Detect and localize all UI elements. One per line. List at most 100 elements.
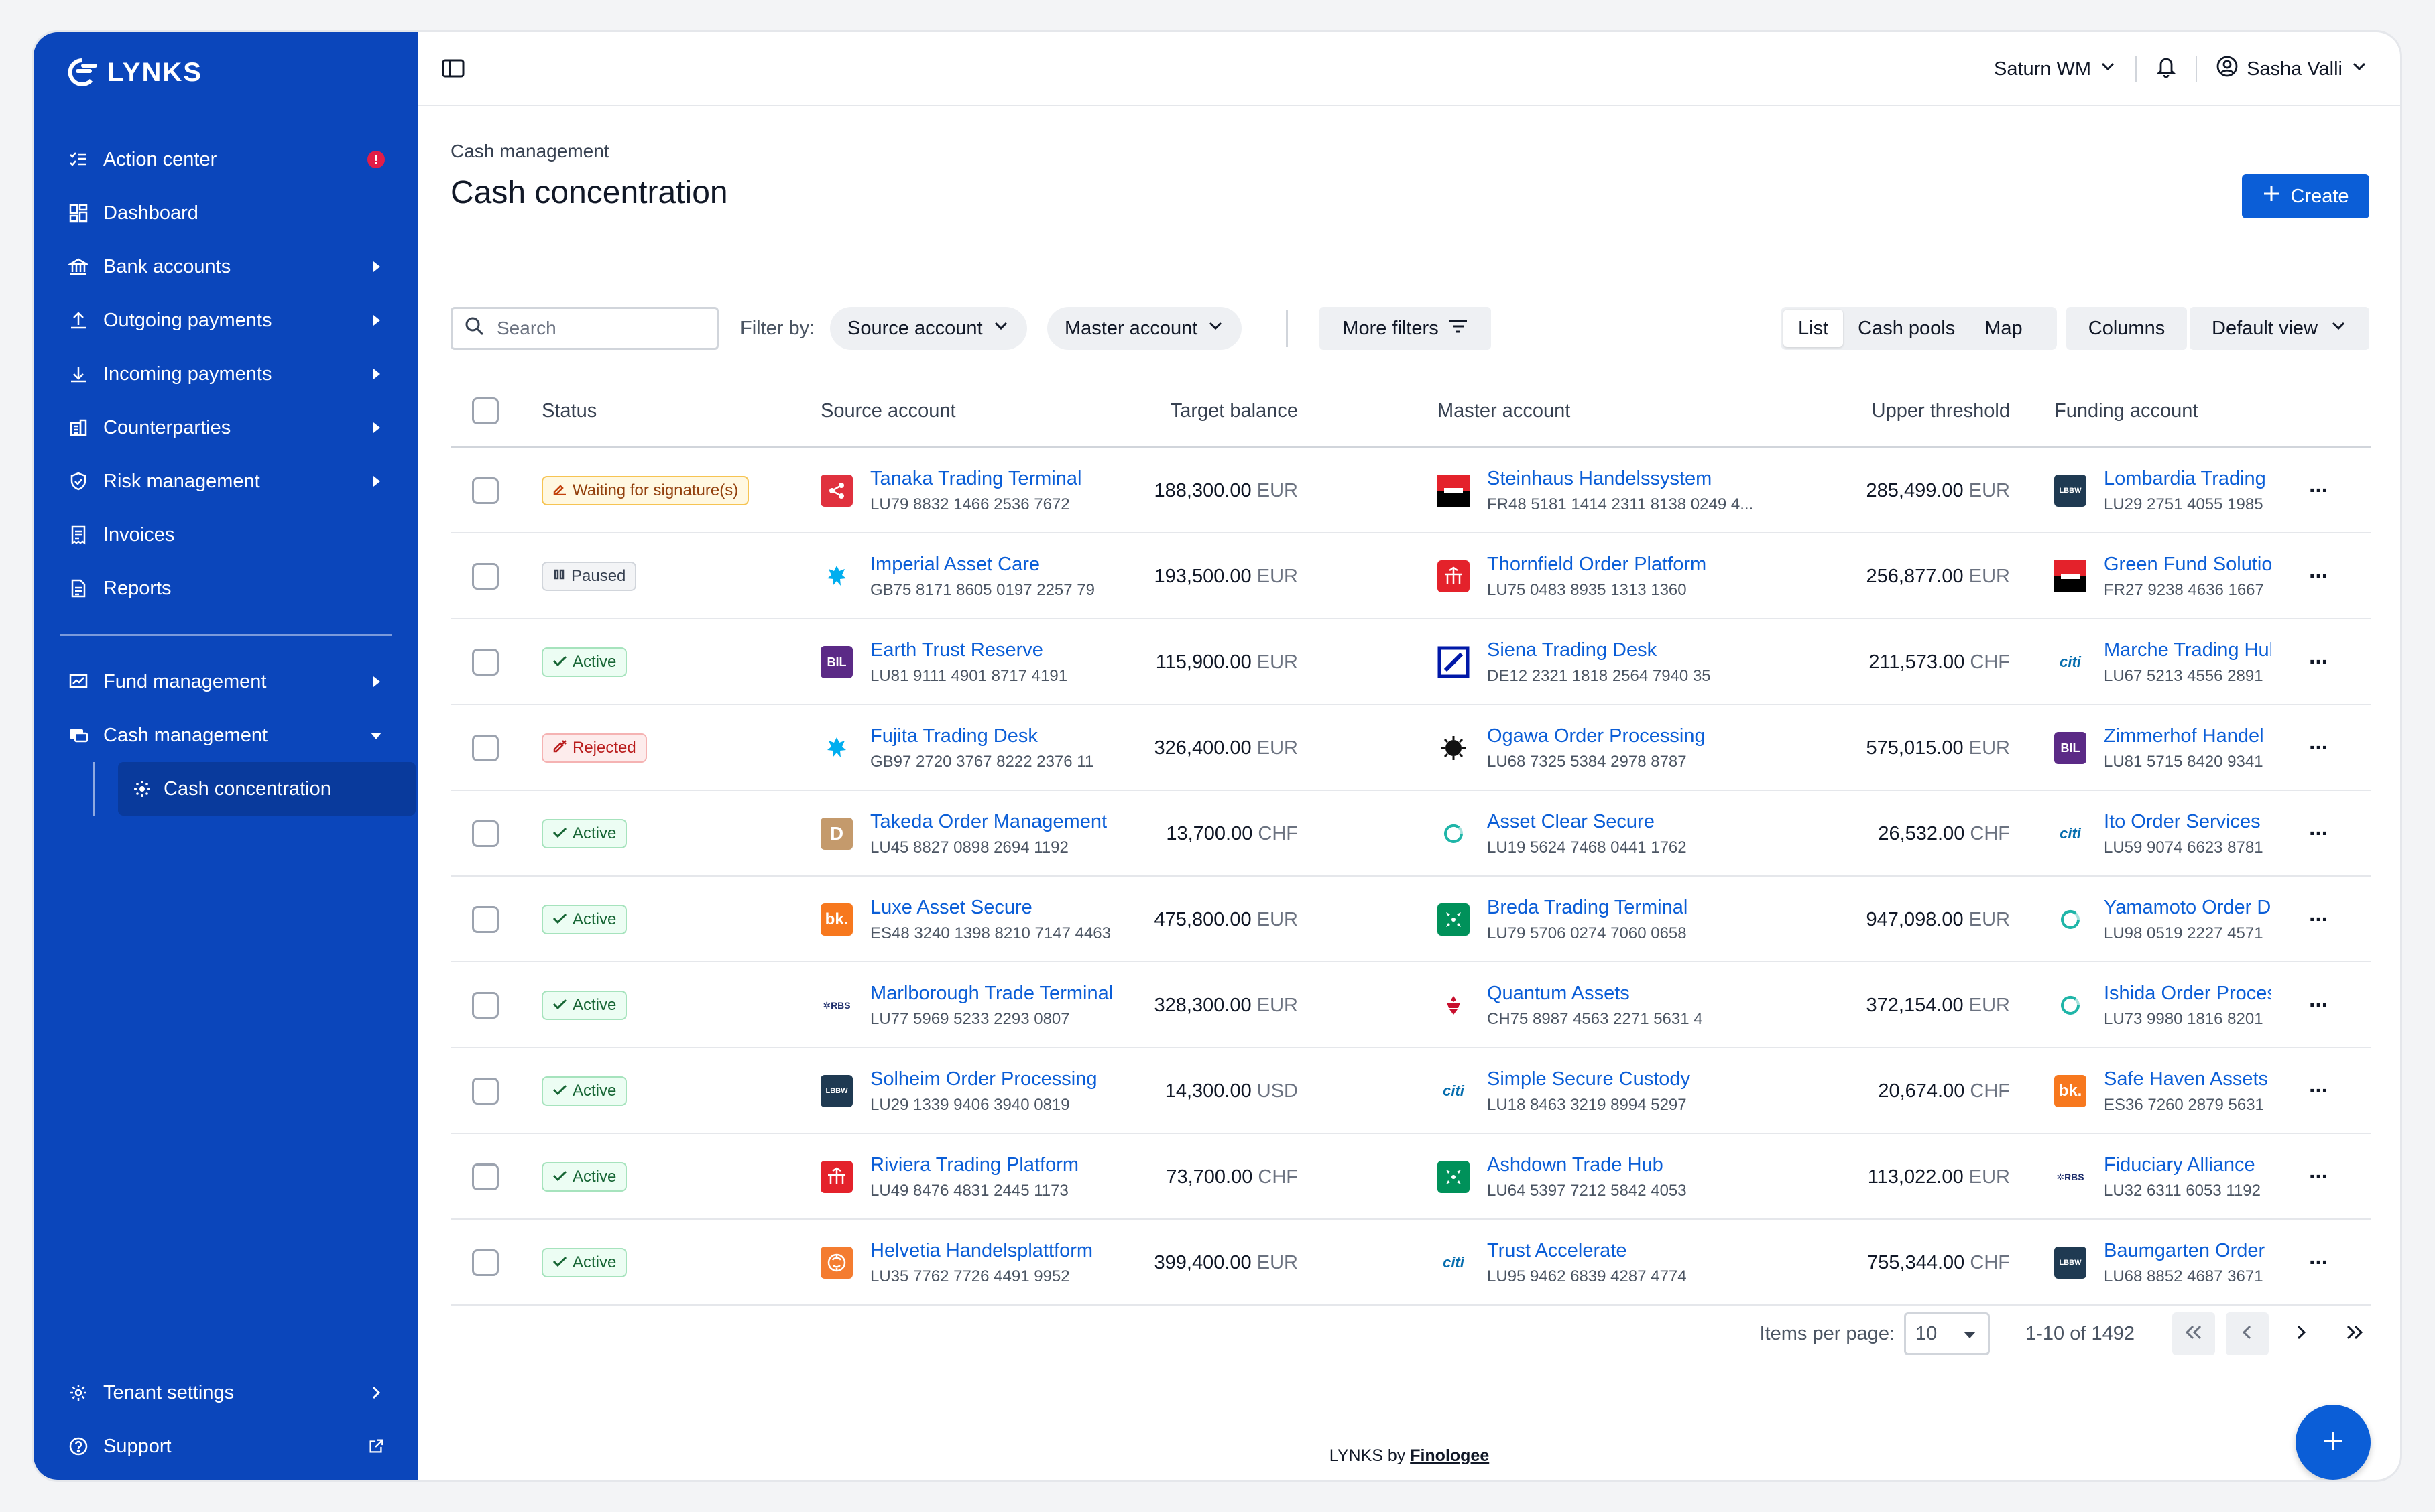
- floating-add-button[interactable]: [2296, 1405, 2371, 1480]
- sidebar-item-invoices[interactable]: Invoices: [54, 508, 398, 562]
- source-account-link[interactable]: Earth Trust Reserve: [870, 639, 1043, 661]
- more-filters-button[interactable]: More filters: [1319, 307, 1491, 350]
- master-account-link[interactable]: Breda Trading Terminal: [1487, 896, 1688, 918]
- master-account-link[interactable]: Asset Clear Secure: [1487, 810, 1655, 832]
- source-account-link[interactable]: Luxe Asset Secure: [870, 896, 1032, 918]
- source-account-link[interactable]: Fujita Trading Desk: [870, 724, 1038, 747]
- funding-account-link[interactable]: Marche Trading Hub: [2104, 639, 2271, 661]
- more-actions-icon[interactable]: ···: [2309, 992, 2329, 1018]
- finologee-link[interactable]: Finologee: [1410, 1446, 1490, 1465]
- table-row[interactable]: Active Helvetia Handelsplattform LU35 7762…: [451, 1220, 2371, 1306]
- row-checkbox[interactable]: [472, 477, 499, 504]
- col-upper-threshold[interactable]: Upper threshold: [1871, 399, 2010, 422]
- master-account-link[interactable]: Simple Secure Custody: [1487, 1068, 1691, 1090]
- bell-icon[interactable]: [2155, 55, 2177, 83]
- sidebar-item-dashboard[interactable]: Dashboard: [54, 186, 398, 240]
- col-status[interactable]: Status: [542, 399, 597, 422]
- master-account-link[interactable]: Steinhaus Handelssystem: [1487, 467, 1712, 489]
- funding-account-link[interactable]: Zimmerhof Handel: [2104, 724, 2264, 747]
- user-menu[interactable]: Sasha Valli: [2216, 55, 2368, 83]
- sidebar-item-tenant-settings[interactable]: Tenant settings: [54, 1366, 398, 1420]
- view-tab-cash-pools[interactable]: Cash pools: [1858, 317, 1956, 339]
- row-checkbox[interactable]: [472, 1078, 499, 1105]
- table-row[interactable]: Active ✲RBS Marlborough Trade Terminal LU77…: [451, 962, 2371, 1048]
- table-row[interactable]: Paused Imperial Asset Care GB75 8171 8605 …: [451, 533, 2371, 619]
- table-row[interactable]: Waiting for signature(s) Tanaka Trading T…: [451, 448, 2371, 533]
- source-account-link[interactable]: Imperial Asset Care: [870, 553, 1041, 575]
- row-checkbox[interactable]: [472, 992, 499, 1019]
- more-actions-icon[interactable]: ···: [2309, 1249, 2329, 1275]
- view-tab-list[interactable]: List: [1783, 310, 1844, 347]
- sidebar-item-outgoing-payments[interactable]: Outgoing payments: [54, 294, 398, 347]
- sidebar-item-counterparties[interactable]: Counterparties: [54, 401, 398, 454]
- col-funding-account[interactable]: Funding account: [2054, 399, 2198, 422]
- sidebar-item-reports[interactable]: Reports: [54, 562, 398, 615]
- sidebar-item-bank-accounts[interactable]: Bank accounts: [54, 240, 398, 294]
- sidebar-item-support[interactable]: Support: [54, 1420, 398, 1473]
- master-account-filter[interactable]: Master account: [1047, 307, 1242, 350]
- sidebar-item-cash-concentration[interactable]: Cash concentration: [118, 762, 416, 816]
- source-account-link[interactable]: Marlborough Trade Terminal: [870, 982, 1114, 1004]
- funding-account-link[interactable]: Fiduciary Alliance: [2104, 1153, 2255, 1176]
- more-actions-icon[interactable]: ···: [2309, 1163, 2329, 1190]
- col-master-account[interactable]: Master account: [1437, 399, 1571, 422]
- master-account-link[interactable]: Trust Accelerate: [1487, 1239, 1627, 1261]
- sidebar-item-incoming-payments[interactable]: Incoming payments: [54, 347, 398, 401]
- view-tab-map[interactable]: Map: [1984, 317, 2023, 339]
- col-source-account[interactable]: Source account: [821, 399, 956, 422]
- funding-account-link[interactable]: Safe Haven Assets: [2104, 1068, 2269, 1090]
- table-row[interactable]: Active BIL Earth Trust Reserve LU81 9111 49…: [451, 619, 2371, 705]
- items-per-page-select[interactable]: 10: [1904, 1312, 1990, 1355]
- row-checkbox[interactable]: [472, 1163, 499, 1190]
- master-account-link[interactable]: Ashdown Trade Hub: [1487, 1153, 1663, 1176]
- master-account-link[interactable]: Ogawa Order Processing: [1487, 724, 1706, 747]
- funding-account-link[interactable]: Lombardia Trading: [2104, 467, 2266, 489]
- more-actions-icon[interactable]: ···: [2309, 906, 2329, 932]
- row-checkbox[interactable]: [472, 735, 499, 761]
- sidebar-item-action-center[interactable]: Action center !: [54, 133, 398, 186]
- breadcrumb[interactable]: Cash management: [451, 141, 609, 162]
- master-account-link[interactable]: Quantum Assets: [1487, 982, 1630, 1004]
- first-page-button[interactable]: [2172, 1312, 2215, 1355]
- col-target-balance[interactable]: Target balance: [1170, 399, 1298, 422]
- columns-button[interactable]: Columns: [2066, 307, 2187, 350]
- source-account-link[interactable]: Solheim Order Processing: [870, 1068, 1097, 1090]
- source-account-link[interactable]: Takeda Order Management: [870, 810, 1108, 832]
- app-logo[interactable]: LYNKS: [63, 52, 202, 92]
- search-input[interactable]: Search: [451, 307, 719, 350]
- more-actions-icon[interactable]: ···: [2309, 563, 2329, 589]
- source-account-filter[interactable]: Source account: [830, 307, 1027, 350]
- source-account-link[interactable]: Tanaka Trading Terminal: [870, 467, 1082, 489]
- create-button[interactable]: Create: [2242, 174, 2369, 218]
- funding-account-link[interactable]: Yamamoto Order Desk: [2104, 896, 2271, 918]
- default-view-select[interactable]: Default view: [2190, 307, 2369, 350]
- sidebar-item-cash-management[interactable]: Cash management: [54, 708, 398, 762]
- workspace-selector[interactable]: Saturn WM: [1994, 58, 2117, 80]
- last-page-button[interactable]: [2333, 1312, 2376, 1355]
- prev-page-button[interactable]: [2226, 1312, 2269, 1355]
- table-row[interactable]: Active bk. Luxe Asset Secure ES48 3240 1398…: [451, 877, 2371, 962]
- table-row[interactable]: Rejected Fujita Trading Desk GB97 2720 376…: [451, 705, 2371, 791]
- next-page-button[interactable]: [2279, 1312, 2322, 1355]
- row-checkbox[interactable]: [472, 820, 499, 847]
- master-account-link[interactable]: Siena Trading Desk: [1487, 639, 1657, 661]
- funding-account-link[interactable]: Ishida Order Processing: [2104, 982, 2271, 1004]
- row-checkbox[interactable]: [472, 649, 499, 676]
- funding-account-link[interactable]: Green Fund Solutions: [2104, 553, 2271, 575]
- sidebar-toggle-icon[interactable]: [441, 56, 468, 83]
- funding-account-link[interactable]: Ito Order Services: [2104, 810, 2261, 832]
- funding-account-link[interactable]: Baumgarten Order: [2104, 1239, 2265, 1261]
- more-actions-icon[interactable]: ···: [2309, 820, 2329, 846]
- source-account-link[interactable]: Helvetia Handelsplattform: [870, 1239, 1093, 1261]
- master-account-link[interactable]: Thornfield Order Platform: [1487, 553, 1707, 575]
- more-actions-icon[interactable]: ···: [2309, 649, 2329, 675]
- more-actions-icon[interactable]: ···: [2309, 477, 2329, 503]
- table-row[interactable]: Active LBBW Solheim Order Processing LU29 1…: [451, 1048, 2371, 1134]
- source-account-link[interactable]: Riviera Trading Platform: [870, 1153, 1079, 1176]
- sidebar-item-fund-management[interactable]: Fund management: [54, 655, 398, 708]
- table-row[interactable]: Active Riviera Trading Platform LU49 8476 …: [451, 1134, 2371, 1220]
- row-checkbox[interactable]: [472, 1249, 499, 1276]
- row-checkbox[interactable]: [472, 906, 499, 933]
- more-actions-icon[interactable]: ···: [2309, 1078, 2329, 1104]
- row-checkbox[interactable]: [472, 563, 499, 590]
